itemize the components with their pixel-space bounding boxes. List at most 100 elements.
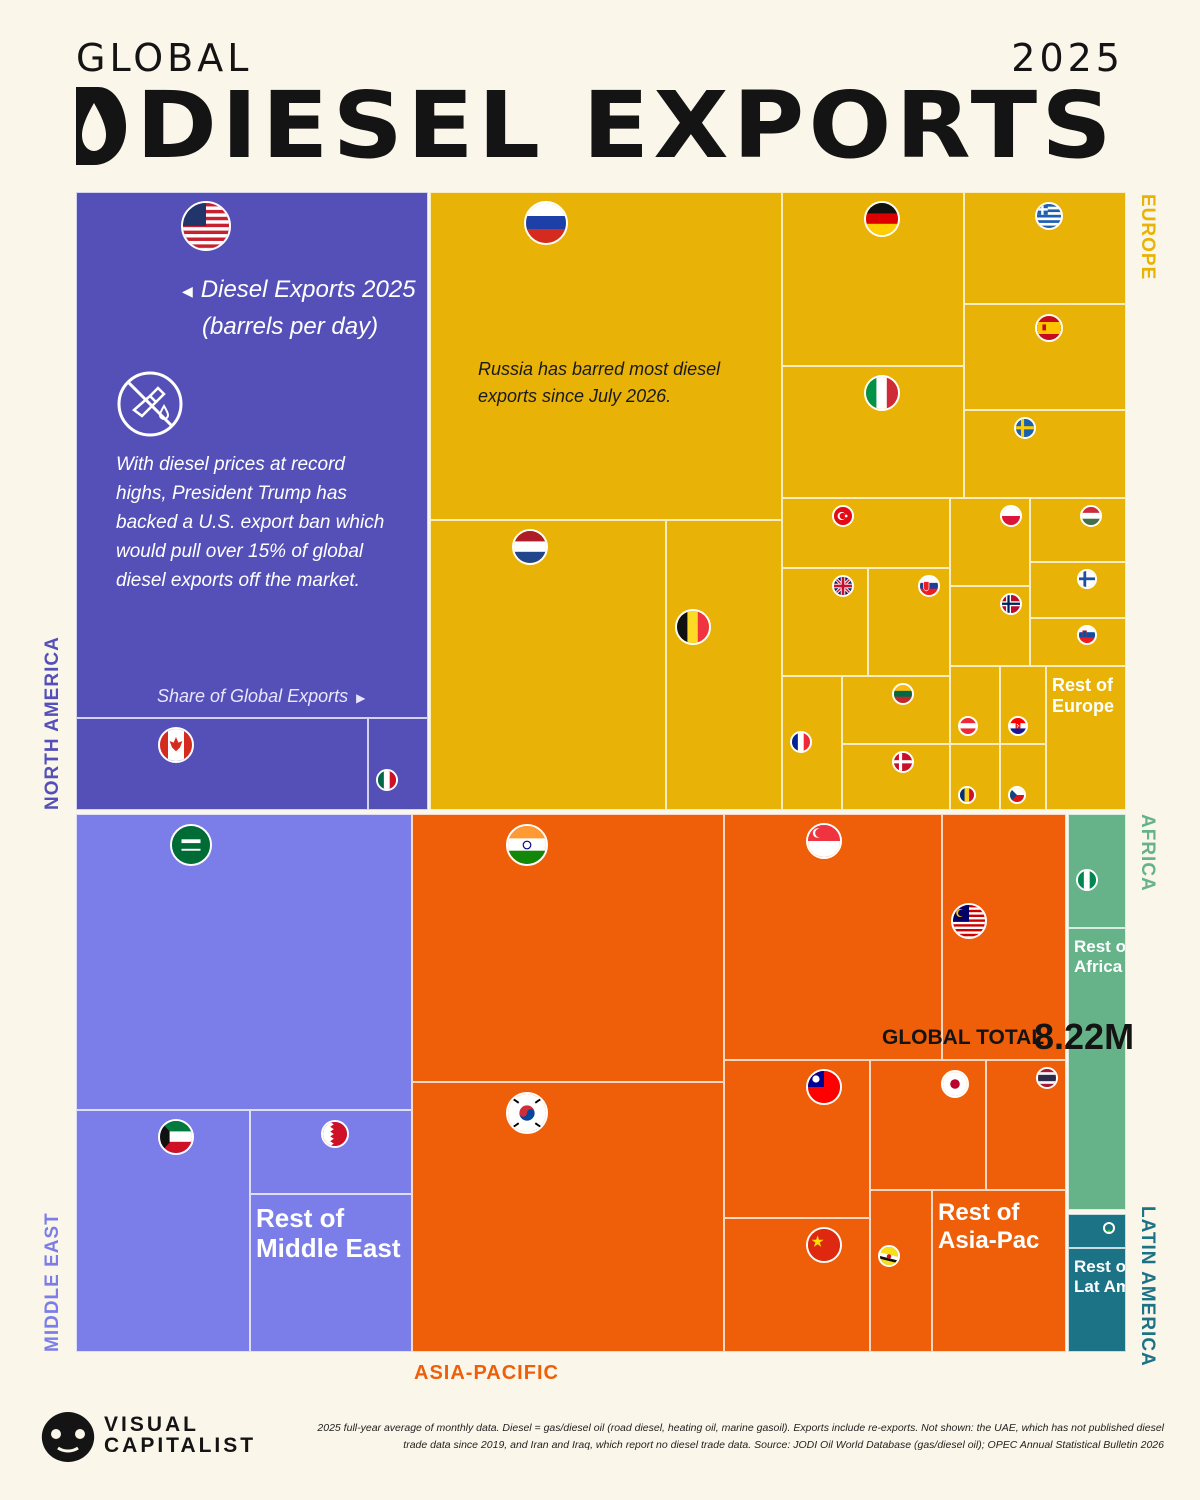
russia-note: Russia has barred most diesel exports si… [478, 359, 721, 406]
flag-sau-icon [169, 823, 212, 866]
treemap-cell-mys [942, 814, 1066, 1060]
region-label-middle-east: MIDDLE EAST [42, 1212, 63, 1352]
flag-pol-icon [1000, 505, 1023, 528]
header-global: GLOBAL [76, 36, 253, 80]
flag-mys-icon [951, 903, 987, 940]
treemap-cell-rus [430, 192, 782, 520]
flag-hrv-icon [1008, 715, 1028, 736]
treemap-cell-svn [1030, 618, 1126, 666]
cell-label-line: Asia-Pac [938, 1226, 1040, 1254]
treemap-cell-rest-of-lat-am: Rest of Lat Am [1068, 1248, 1126, 1352]
region-label-asia-pacific: ASIA-PACIFIC [414, 1362, 559, 1384]
treemap-cell-twn [724, 1060, 870, 1218]
flag-svk-icon [918, 575, 941, 598]
flag-cze-icon [1008, 785, 1026, 804]
treemap-cell-grc [964, 192, 1126, 304]
usa-note: With diesel prices at record highs, Pres… [116, 454, 385, 591]
region-label-latin-america: LATIN AMERICA [1137, 1206, 1158, 1367]
treemap-cell-hun [1030, 498, 1126, 562]
treemap-cell-gbr [782, 568, 868, 676]
global-total-value: 8.22M [1034, 1016, 1135, 1057]
cell-label-line: Rest of [256, 1203, 345, 1233]
region-label-north-america: NORTH AMERICA [42, 636, 63, 810]
treemap-cell-chn [724, 1218, 870, 1352]
treemap-cell-sgp [724, 814, 942, 1060]
flag-rou-icon [958, 785, 976, 804]
treemap-cell-mex [368, 718, 428, 810]
treemap-cell-rest-of-europe: Rest of Europe [1046, 666, 1126, 810]
cell-label-line: Lat Am [1074, 1276, 1126, 1296]
flag-ita-icon [864, 375, 901, 412]
flag-twn-icon [806, 1069, 843, 1106]
page-title: DIESEL EXPORTS [76, 76, 1112, 176]
flag-svn-icon [1076, 625, 1097, 646]
flag-gbr-icon [832, 575, 855, 598]
legend-unit: (barrels per day) [202, 312, 379, 340]
treemap-cell-ltu [842, 676, 950, 744]
flag-kor-icon [505, 1091, 548, 1134]
flag-jpn-icon [940, 1069, 969, 1098]
caret-left-icon: ◀ [182, 282, 193, 299]
treemap-cell-nor [950, 586, 1030, 666]
flag-fin-icon [1076, 569, 1097, 590]
flag-deu-icon [864, 201, 901, 238]
treemap-cell-dnk [842, 744, 950, 810]
flag-can-icon [158, 727, 195, 764]
treemap-cell-bel [666, 520, 782, 810]
treemap-cell-sau [76, 814, 412, 1110]
region-label-europe: EUROPE [1137, 194, 1158, 281]
cell-label-line: Middle East [256, 1232, 401, 1263]
flag-dnk-icon [892, 751, 915, 774]
flag-chn-icon [806, 1227, 843, 1264]
flag-mex-icon [376, 769, 398, 792]
footnote: 2025 full-year average of monthly data. … [317, 1422, 1164, 1451]
fuel-drop-icon [76, 87, 126, 165]
treemap-cell-rest-of-middle-east: Rest of Middle East [250, 1194, 412, 1352]
treemap-cell-bhr [250, 1110, 412, 1194]
treemap-cell-ita [782, 366, 964, 498]
cell-label-line: Europe [1052, 695, 1115, 716]
treemap-cell-ind [412, 814, 724, 1082]
treemap-cell-nld [430, 520, 666, 810]
flag-tha-icon [1036, 1067, 1059, 1090]
treemap-cell-cze [1000, 744, 1046, 810]
treemap-cell-kor [412, 1082, 724, 1352]
treemap-cell-deu [782, 192, 964, 366]
header-year: 2025 [1011, 36, 1124, 80]
treemap-cell-rest-of-africa: Rest of Africa [1068, 928, 1126, 1210]
flag-grc-icon [1034, 201, 1063, 230]
treemap-cell-swe [964, 410, 1126, 498]
treemap-cell-esp [964, 304, 1126, 410]
flag-tur-icon [832, 505, 855, 528]
flag-rus-icon [523, 200, 568, 245]
cell-label-line: Rest of [1052, 675, 1114, 695]
brand-line-2: CAPITALIST [104, 1434, 257, 1457]
flag-usa-icon [181, 200, 232, 251]
treemap-cell-fin [1030, 562, 1126, 618]
treemap-cell-hrv [1000, 666, 1046, 744]
treemap-cell-usa [76, 192, 428, 718]
no-fuel-nozzle-icon [117, 371, 183, 437]
legend-label: Diesel Exports 2025 [200, 276, 416, 303]
flag-brn-icon [878, 1244, 900, 1267]
global-total-label: GLOBAL TOTAL [882, 1026, 1045, 1049]
treemap-cell-fra [782, 676, 842, 810]
title-text: DIESEL EXPORTS [136, 72, 1116, 179]
cell-label-line: Rest of [1074, 937, 1126, 956]
treemap-cell-rou [950, 744, 1000, 810]
legend-share-label: Share of Global Exports [157, 686, 349, 706]
treemap-cell-kwt [76, 1110, 250, 1352]
caret-right-icon: ▶ [356, 691, 366, 705]
treemap-cell-can [76, 718, 368, 810]
flag-fra-icon [790, 730, 812, 753]
treemap-cell-nga [1068, 814, 1126, 928]
flag-bra-icon [1103, 1221, 1116, 1234]
brand-line-1: VISUAL [104, 1413, 200, 1436]
flag-kwt-icon [158, 1119, 195, 1156]
flag-hun-icon [1080, 505, 1103, 528]
cell-label-line: Africa [1074, 956, 1123, 976]
cell-label-line: Rest of [1074, 1257, 1126, 1276]
flag-ind-icon [505, 823, 548, 866]
flag-aut-icon [958, 715, 978, 736]
